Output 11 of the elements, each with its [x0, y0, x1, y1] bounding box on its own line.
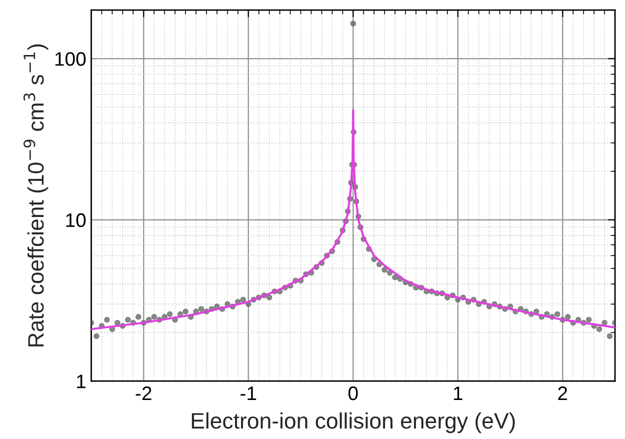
y-tick-label: 10 [66, 213, 86, 228]
y-axis-title: Rate coeffcient (10$^{−9}$ cm$^{3}$ s$^{−1}$) [24, 44, 48, 346]
y-tick-label: 100 [55, 52, 86, 66]
y-tick-label: 1 [77, 374, 86, 388]
x-tick-label: -2 [136, 386, 152, 400]
x-tick-label: -1 [240, 386, 256, 400]
line-series [91, 108, 615, 330]
x-axis-title: Electron-ion collision energy (eV) [192, 412, 515, 434]
x-tick-label: 2 [558, 386, 568, 400]
x-tick-label: 0 [348, 386, 358, 400]
x-tick-label: 1 [454, 386, 462, 400]
